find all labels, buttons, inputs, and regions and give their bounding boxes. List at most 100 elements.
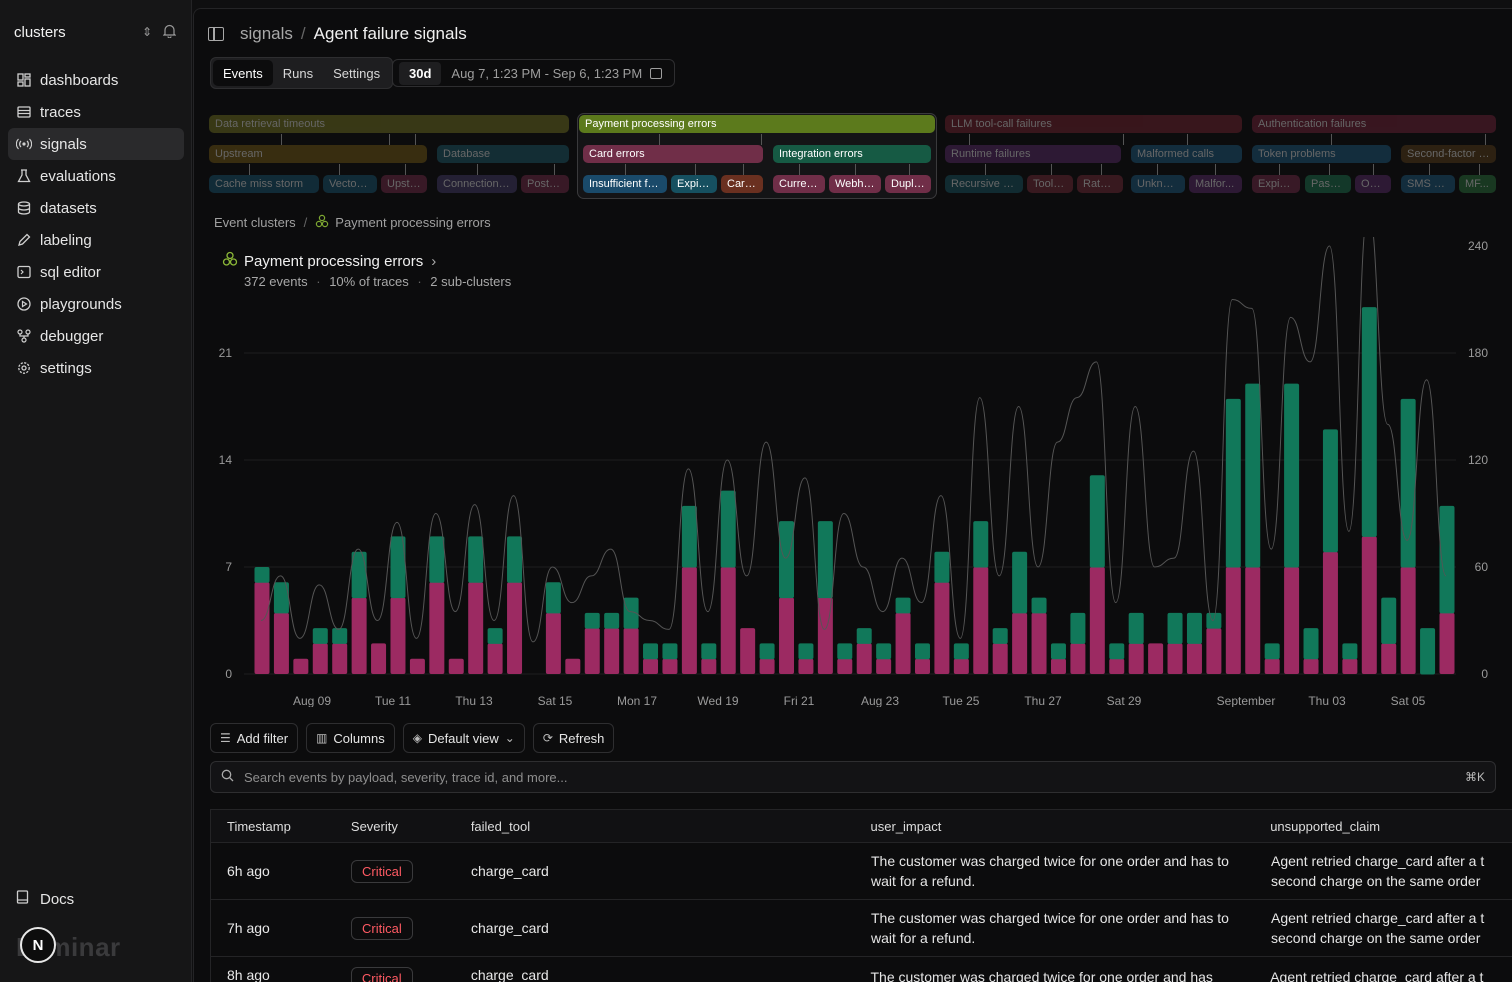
cluster-title[interactable]: Payment processing errors › [222,251,436,271]
severity-badge: Critical [351,916,413,940]
sidebar-toggle-icon[interactable] [208,27,224,41]
search-input[interactable] [244,769,1465,785]
tab-runs[interactable]: Runs [282,65,314,81]
cluster-node[interactable]: Insufficient fu... [583,175,667,193]
bar-integration-errors [332,628,348,644]
cluster-node[interactable]: Cache miss storm [209,175,319,193]
breadcrumb-separator: / [300,24,306,43]
default-view-dropdown[interactable]: ◈ Default view ⌄ [402,723,525,753]
table-toolbar: ☰ Add filter ▥ Columns ◈ Default view ⌄ ⟳ Ref… [210,723,615,753]
tab-settings[interactable]: Settings [333,65,381,81]
columns-button[interactable]: ▥ Columns [306,723,395,753]
project-title: clusters [14,23,66,41]
cluster-node[interactable]: Upstream [209,145,427,163]
x-tick-label: Thu 13 [455,694,493,707]
cluster-node[interactable]: Expire... [1252,175,1300,193]
tree-connector [1123,134,1124,145]
cluster-node[interactable]: Card errors [583,145,763,163]
tab-events[interactable]: Events [213,60,273,86]
add-filter-button[interactable]: ☰ Add filter [210,723,299,753]
bar-integration-errors [973,521,989,568]
trace-share: 10% of traces [329,274,409,289]
table-row[interactable]: 8h ago Critical charge_card The customer… [211,957,1512,982]
cluster-node[interactable]: Vector s... [323,175,377,193]
cluster-node[interactable]: Curren... [773,175,825,193]
cluster-node[interactable]: LLM tool-call failures [945,115,1242,133]
sidebar-item-debugger[interactable]: debugger [8,320,184,352]
cluster-node[interactable]: Rate li... [1077,175,1123,193]
bar-card-errors [643,658,659,674]
sidebar-item-dashboards[interactable]: dashboards [8,64,184,96]
sidebar-item-evaluations[interactable]: evaluations [8,160,184,192]
bar-card-errors [1109,658,1125,674]
cluster-node[interactable]: Integration errors [773,145,931,163]
cluster-node[interactable]: Data retrieval timeouts [209,115,569,133]
cluster-node[interactable]: Malformed calls [1131,145,1242,163]
cell-timestamp: 6h ago [227,863,270,879]
cluster-node[interactable]: Connection p... [437,175,517,193]
column-header[interactable]: Timestamp [227,818,291,834]
chevron-updown-icon[interactable]: ⇕ [141,25,153,39]
project-switcher[interactable]: clusters ⇕ [14,22,180,42]
sidebar-item-label: labeling [40,231,92,249]
cluster-node[interactable]: Recursive to... [945,175,1023,193]
sidebar-item-traces[interactable]: traces [8,96,184,128]
cluster-node[interactable]: Authentication failures [1252,115,1496,133]
bell-icon[interactable] [158,24,180,41]
x-tick-label: Sat 15 [538,694,573,707]
cluster-node[interactable]: Tool c... [1027,175,1073,193]
bar-card-errors [1148,643,1164,674]
cluster-node[interactable]: Webho... [829,175,881,193]
table-row[interactable]: 6h ago Critical charge_card The customer… [211,843,1512,900]
cluster-node[interactable]: Payment processing errors [579,115,935,133]
cluster-node[interactable]: SMS co... [1401,175,1455,193]
column-header[interactable]: user_impact [870,818,942,834]
sidebar-item-label: settings [40,359,92,377]
cluster-icon [222,251,238,271]
bar-integration-errors [934,551,950,583]
event-crumb-root[interactable]: Event clusters [214,215,296,230]
x-tick-label: Fri 21 [784,694,815,707]
column-header[interactable]: failed_tool [470,818,531,834]
bar-integration-errors [507,536,523,583]
cell-failed-tool: charge_card [471,920,549,936]
bar-card-errors [1167,643,1183,674]
cluster-node[interactable]: Database [437,145,569,163]
bar-integration-errors [1050,643,1066,660]
docs-link[interactable]: Docs [16,890,74,908]
table-row[interactable]: 7h ago Critical charge_card The customer… [211,900,1512,957]
cluster-node[interactable]: OA... [1355,175,1391,193]
cluster-node[interactable]: Postgr... [521,175,569,193]
cluster-node[interactable]: Duplic... [885,175,931,193]
cluster-node[interactable]: Token problems [1252,145,1391,163]
cell-user-impact: The customer was charged twice for one o… [871,910,1229,946]
tree-connector [339,164,340,175]
cluster-node[interactable]: Second-factor i... [1401,145,1496,163]
avatar[interactable]: N [20,927,56,963]
sidebar-item-playgrounds[interactable]: playgrounds [8,288,184,320]
breadcrumb-signals[interactable]: signals [240,24,293,43]
cluster-node[interactable]: Unknow... [1131,175,1185,193]
cluster-stats: 372 events · 10% of traces · 2 sub-clust… [244,274,511,289]
bar-card-errors [351,597,367,674]
refresh-button[interactable]: ⟳ Refresh [532,723,615,753]
sidebar-item-sql-editor[interactable]: sql editor [8,256,184,288]
sidebar-item-signals[interactable]: signals [8,128,184,160]
cluster-node[interactable]: Passw... [1305,175,1351,193]
chevron-right-icon[interactable]: › [431,252,437,270]
column-header[interactable]: Severity [350,818,398,834]
sidebar-item-labeling[interactable]: labeling [8,224,184,256]
cluster-node[interactable]: Runtime failures [945,145,1121,163]
sidebar-item-datasets[interactable]: datasets [8,192,184,224]
severity-badge: Critical [350,967,413,982]
sidebar-item-settings[interactable]: settings [8,352,184,384]
bar-card-errors [914,658,930,674]
range-preset[interactable]: 30d [399,61,442,85]
cluster-node[interactable]: Malfor... [1189,175,1242,193]
date-range-picker[interactable]: 30d Aug 7, 1:23 PM - Sep 6, 1:23 PM [392,59,676,87]
cluster-node[interactable]: Upstr... [381,175,427,193]
column-header[interactable]: unsupported_claim [1270,818,1381,834]
cluster-node[interactable]: Card ... [721,175,763,193]
cluster-node[interactable]: MF... [1459,175,1496,193]
cluster-node[interactable]: Expire... [671,175,717,193]
